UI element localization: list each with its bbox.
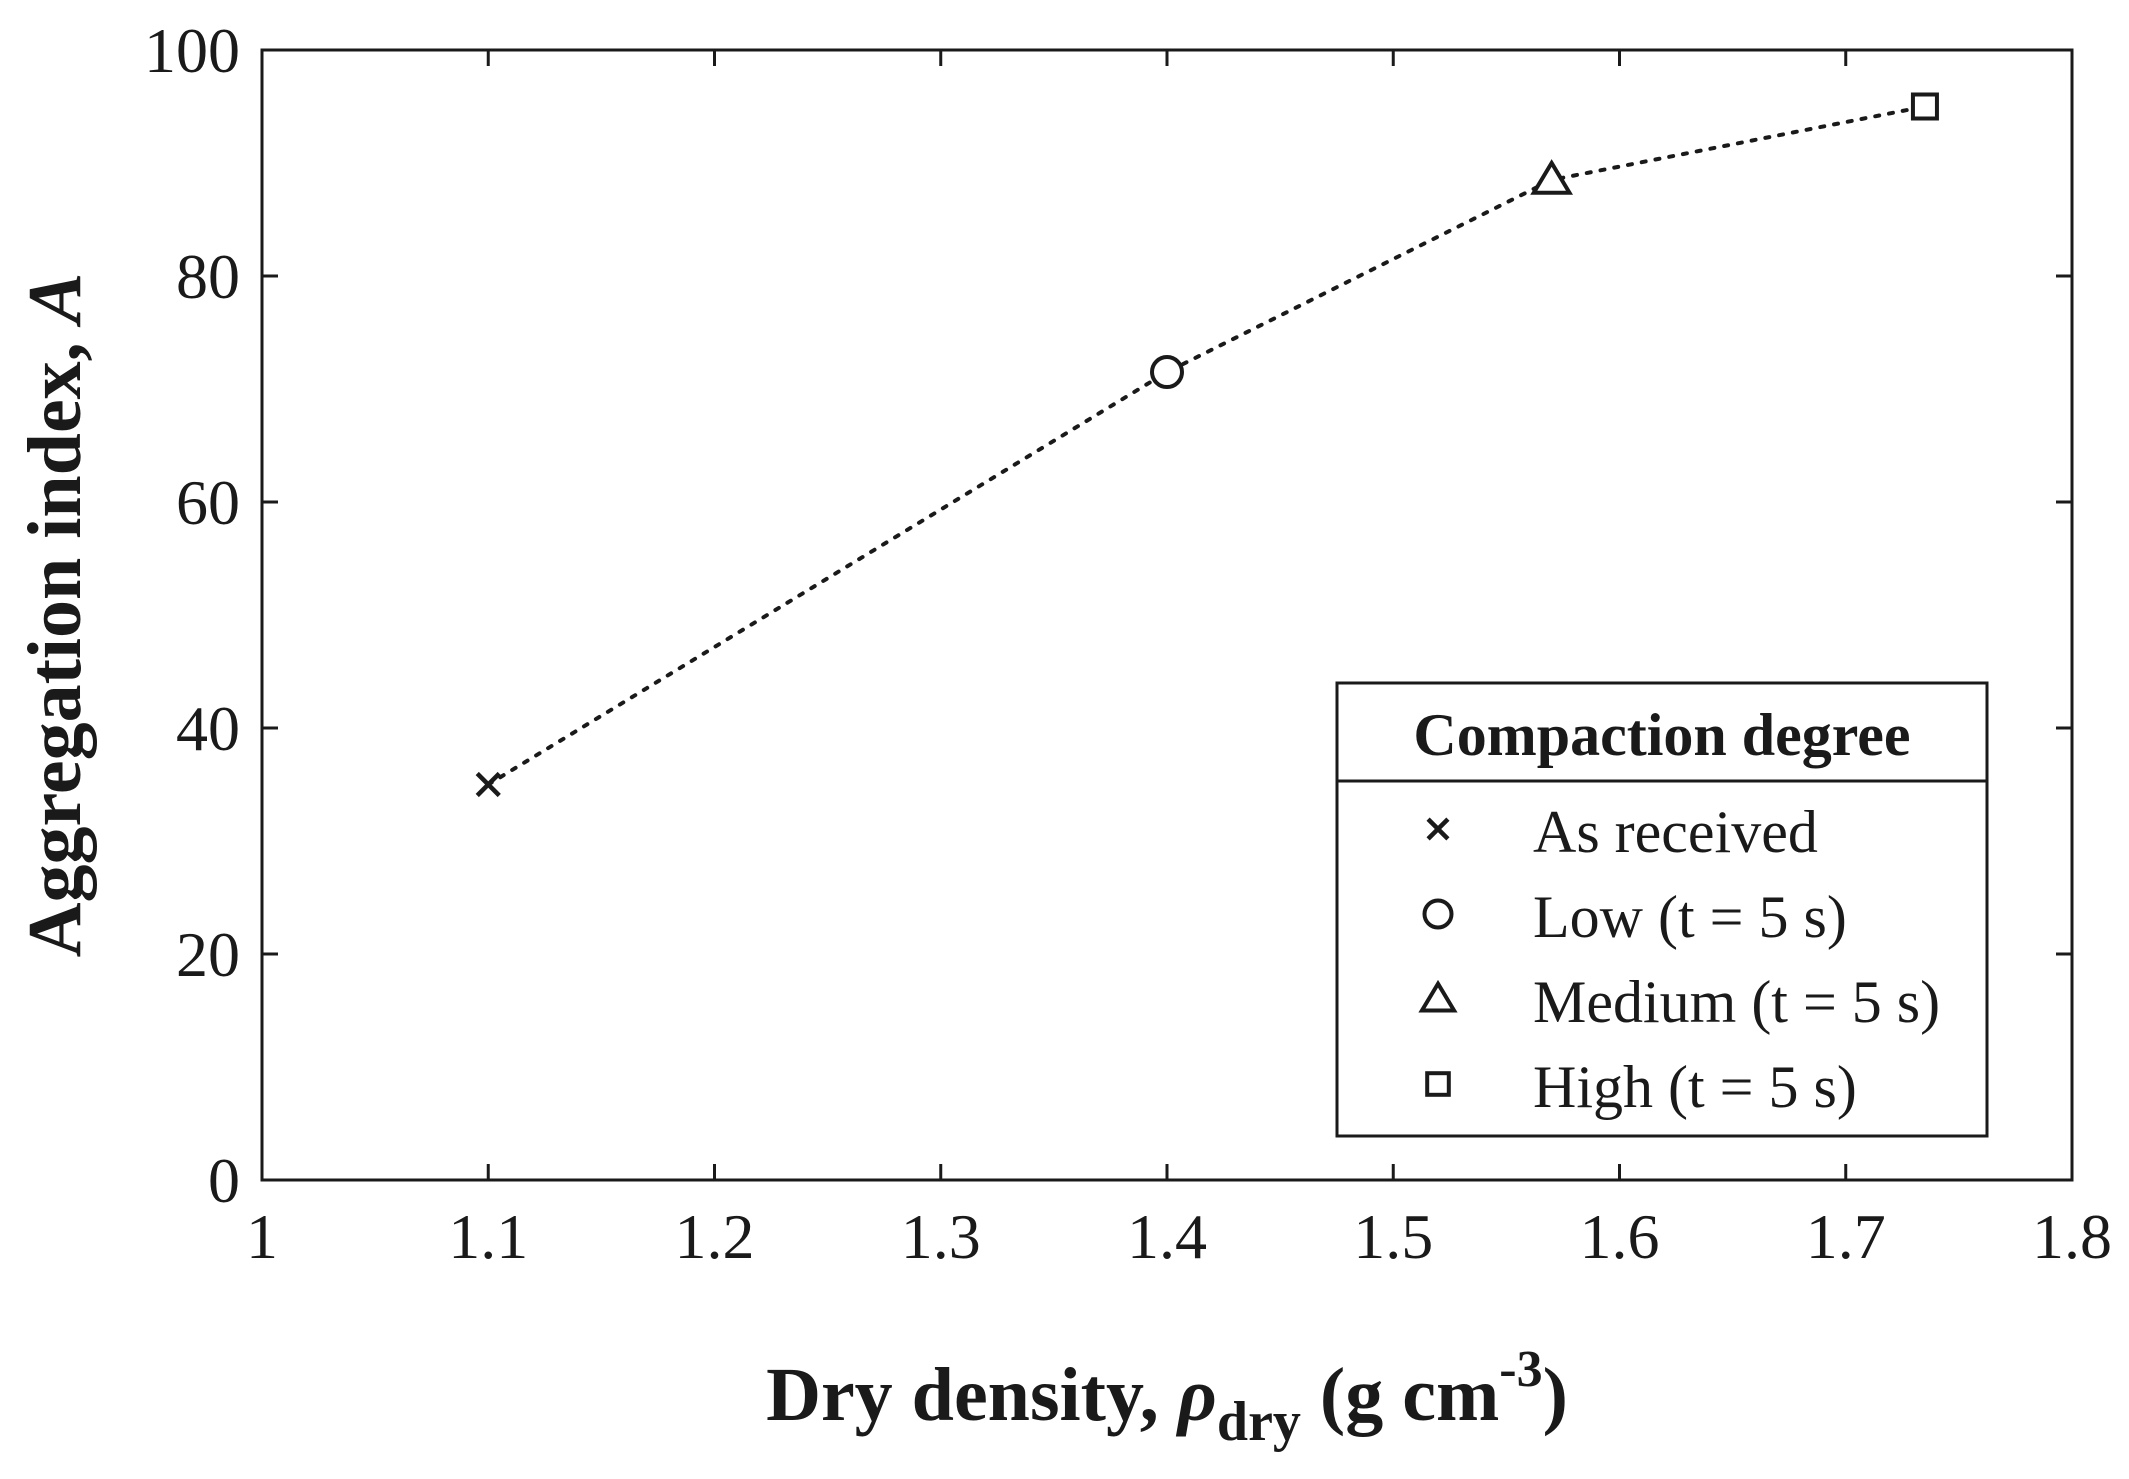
legend-item: As received [1426,799,1818,865]
legend-item: Medium (t = 5 s) [1418,969,1940,1035]
legend-marker-triangle [1418,979,1458,1013]
legend-marker-circle [1422,898,1454,930]
x-tick-label: 1.8 [2032,1201,2112,1272]
legend-label: Medium (t = 5 s) [1533,969,1940,1035]
tick-labels: 1 1.1 1.2 1.3 1.4 1.5 1.6 1.7 1.8 0 20 40 60 80 100 [144,15,2112,1272]
x-marker-stroke [475,771,501,798]
x-tick-label: 1.1 [448,1201,528,1272]
legend-items: As received Low (t = 5 s) Medium (t = 5 s)… [1418,799,1940,1120]
data-point-square [1910,92,1939,121]
legend-marker-x [1426,817,1450,841]
x-axis-title: Dry density, ρdry (g cm-3) [766,1341,1568,1453]
x-tick-label: 1.3 [901,1201,981,1272]
plot-frame [260,48,2074,1182]
legend: Compaction degree As received Low (t = 5 … [1335,681,1989,1138]
legend-label: Low (t = 5 s) [1533,884,1847,950]
x-tick-label: 1.4 [1127,1201,1207,1272]
y-tick-label: 80 [176,241,240,312]
data-markers [475,92,1939,798]
connector-line [486,104,1927,787]
x-tick-label: 1.2 [675,1201,755,1272]
x-tick-label: 1.7 [1806,1201,1886,1272]
x-marker-stroke [1426,817,1450,841]
y-tick-label: 20 [176,919,240,990]
data-point-circle [1150,355,1184,390]
y-axis-title: Aggregation index, A [13,273,97,958]
y-tick-label: 40 [176,693,240,764]
legend-marker-square [1425,1071,1451,1097]
legend-item: High (t = 5 s) [1425,1054,1857,1120]
y-tick-label: 60 [176,467,240,538]
x-tick-label: 1 [246,1201,278,1272]
legend-title: Compaction degree [1413,702,1910,768]
x-tick-label: 1.6 [1580,1201,1660,1272]
data-point-x [475,771,501,798]
legend-label: High (t = 5 s) [1533,1054,1857,1120]
x-tick-label: 1.5 [1353,1201,1433,1272]
data-point-triangle [1530,159,1574,195]
y-tick-label: 0 [208,1145,240,1216]
legend-item: Low (t = 5 s) [1422,884,1847,950]
y-tick-label: 100 [144,15,240,86]
legend-label: As received [1533,799,1818,865]
